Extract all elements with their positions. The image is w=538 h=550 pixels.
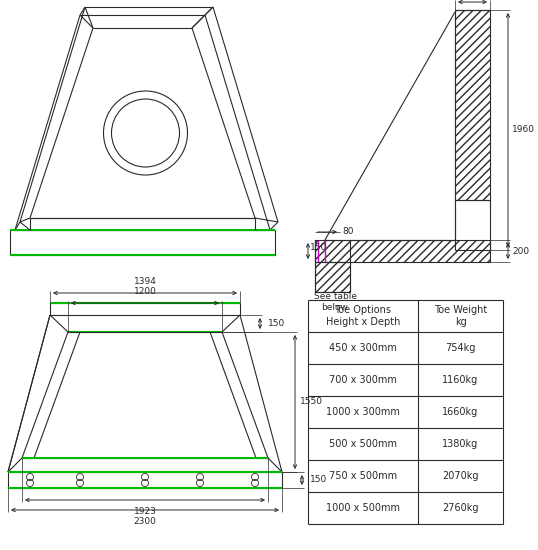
Text: 1200: 1200 [133,287,157,296]
Text: Toe Options
Height x Depth: Toe Options Height x Depth [326,305,400,327]
Text: 150: 150 [310,476,327,485]
Bar [455,10,490,200]
Text: 1394: 1394 [133,277,157,286]
Bar [315,240,490,262]
Text: See table
below: See table below [314,292,357,312]
Text: 150: 150 [310,244,327,252]
Text: 80: 80 [342,228,353,236]
Text: 1923: 1923 [133,507,157,516]
Text: 750 x 500mm: 750 x 500mm [329,471,397,481]
Text: 1660kg: 1660kg [442,407,479,417]
Text: 1000 x 300mm: 1000 x 300mm [326,407,400,417]
Text: 754kg: 754kg [445,343,476,353]
Text: 1000 x 500mm: 1000 x 500mm [326,503,400,513]
Text: 700 x 300mm: 700 x 300mm [329,375,397,385]
Text: Toe Weight
kg: Toe Weight kg [434,305,487,327]
Text: 150: 150 [268,319,285,328]
Text: 200: 200 [512,246,529,256]
Text: 2070kg: 2070kg [442,471,479,481]
Text: 1550: 1550 [300,398,323,406]
Text: 1380kg: 1380kg [442,439,479,449]
Text: 500 x 500mm: 500 x 500mm [329,439,397,449]
Text: 2760kg: 2760kg [442,503,479,513]
Bar [315,262,350,292]
Text: 1160kg: 1160kg [442,375,479,385]
Text: 1960: 1960 [512,125,535,135]
Text: 450 x 300mm: 450 x 300mm [329,343,397,353]
Text: 2300: 2300 [133,517,157,526]
